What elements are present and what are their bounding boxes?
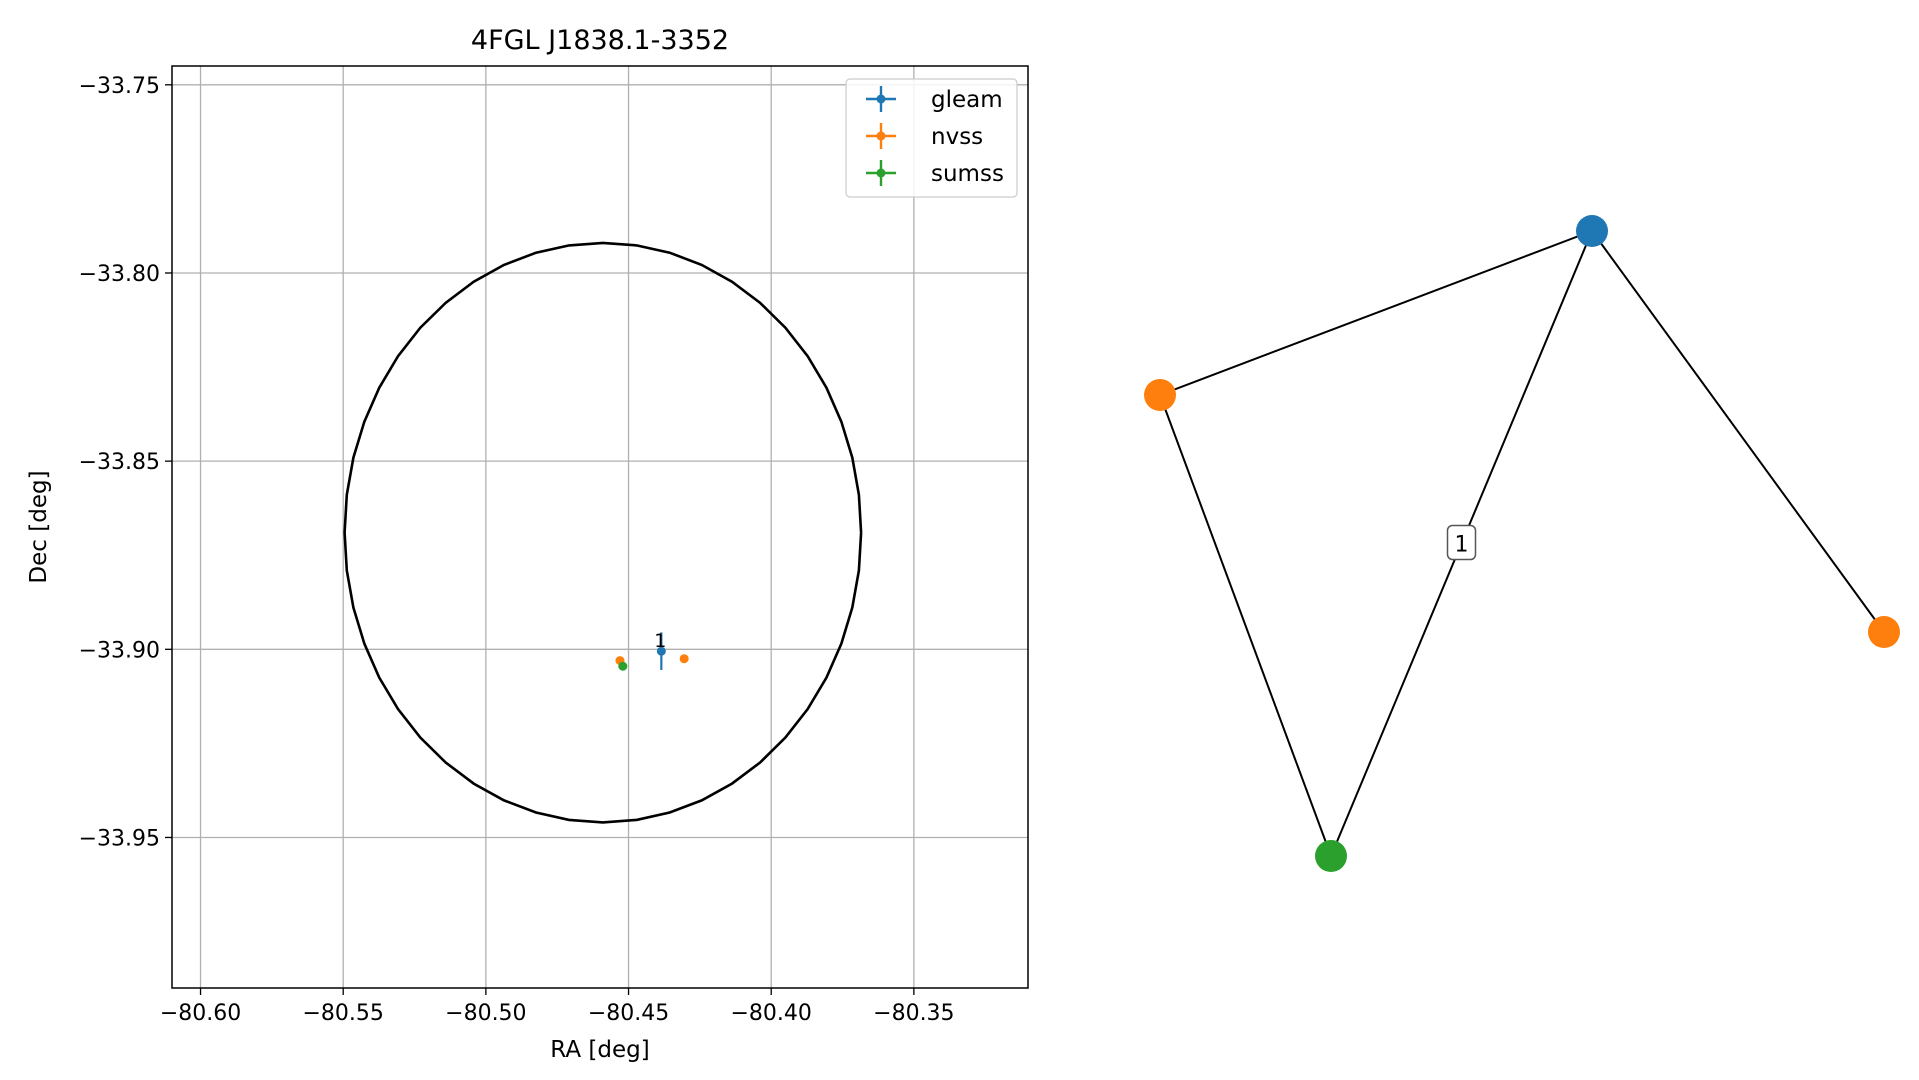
sumss-point (618, 661, 628, 671)
legend-items: gleam nvss sumss (866, 86, 1004, 187)
x-axis-label: RA [deg] (550, 1037, 649, 1063)
graph-edge-labels: 1 (1446, 524, 1477, 561)
legend-gleam-marker-dot (876, 94, 886, 104)
legend-frame (845, 78, 1018, 198)
nvss-point (679, 654, 689, 664)
node-sumss (1315, 840, 1347, 872)
legend-sumss-label: sumss (931, 161, 1004, 187)
legend: gleam nvss sumss (845, 78, 1018, 198)
edge-gleam-nvss_a (1159, 230, 1593, 396)
legend-sumss-marker-dot (876, 168, 886, 178)
x-tick-label: −80.45 (588, 1001, 669, 1026)
edge-label: 1 (1455, 533, 1469, 558)
legend-gleam-label: gleam (931, 87, 1003, 113)
x-axis-ticks: −80.60 −80.55 −80.50 −80.45 −80.40 −80.35 (160, 988, 955, 1026)
plot-frame (171, 65, 1029, 989)
x-tick-label: −80.40 (730, 1001, 811, 1026)
network-graph: 1 (1144, 215, 1900, 872)
data-points: 1 (615, 630, 689, 671)
error-ellipse (343, 241, 863, 824)
y-tick-label: −33.85 (79, 450, 160, 475)
scatter-chart: 4FGL J1838.1-3352 1 −80.60 −80.55 −80.50 −8… (26, 25, 1029, 1063)
graph-edges (1159, 230, 1885, 857)
edge-nvss_a-sumss (1159, 394, 1332, 857)
node-nvss_b (1868, 616, 1900, 648)
edge-gleam-nvss_b (1591, 230, 1885, 633)
x-tick-label: −80.35 (873, 1001, 954, 1026)
y-axis-label: Dec [deg] (26, 470, 52, 583)
gleam-point (656, 646, 666, 656)
y-axis-ticks: −33.75 −33.80 −33.85 −33.90 −33.95 (79, 74, 172, 851)
edge-label-box (1446, 524, 1477, 561)
graph-nodes (1144, 215, 1900, 872)
legend-nvss-marker-dot (876, 131, 886, 141)
y-tick-label: −33.80 (79, 262, 160, 287)
chart-title: 4FGL J1838.1-3352 (471, 25, 729, 56)
gleam-point-label: 1 (654, 630, 666, 652)
node-nvss_a (1144, 379, 1176, 411)
x-tick-label: −80.60 (160, 1001, 241, 1026)
legend-nvss-label: nvss (931, 124, 983, 150)
ellipse-outline (343, 241, 863, 824)
y-tick-label: −33.95 (79, 826, 160, 851)
node-gleam (1576, 215, 1608, 247)
y-tick-label: −33.75 (79, 74, 160, 99)
grid-lines (172, 66, 1028, 988)
x-tick-label: −80.50 (445, 1001, 526, 1026)
x-tick-label: −80.55 (302, 1001, 383, 1026)
y-tick-label: −33.90 (79, 638, 160, 663)
